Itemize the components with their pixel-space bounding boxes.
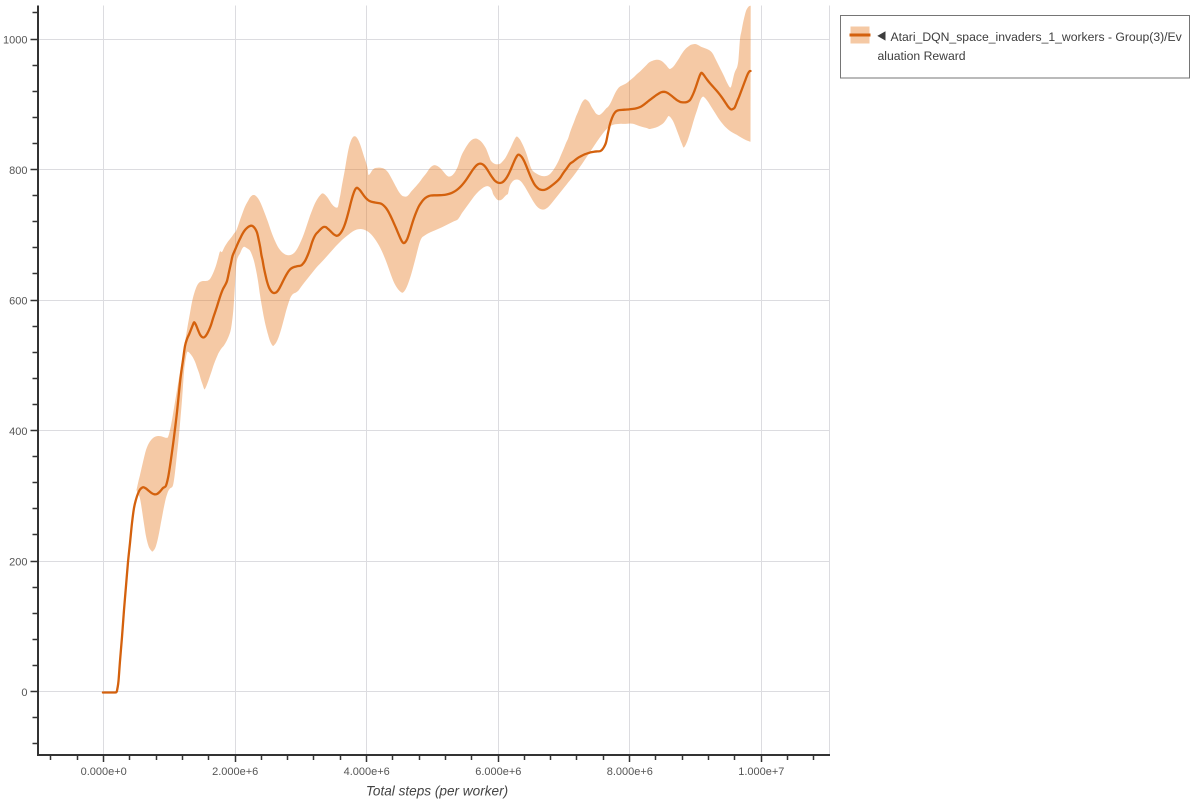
svg-text:Atari_DQN_space_invaders_1_wor: Atari_DQN_space_invaders_1_workers - Gro… bbox=[891, 30, 1183, 44]
svg-text:2.000e+6: 2.000e+6 bbox=[212, 766, 258, 778]
svg-text:8.000e+6: 8.000e+6 bbox=[607, 766, 653, 778]
svg-text:4.000e+6: 4.000e+6 bbox=[344, 766, 390, 778]
svg-text:0: 0 bbox=[21, 687, 27, 699]
svg-text:aluation Reward: aluation Reward bbox=[878, 49, 966, 63]
svg-text:800: 800 bbox=[9, 165, 27, 177]
svg-text:1.000e+7: 1.000e+7 bbox=[738, 766, 784, 778]
svg-text:1000: 1000 bbox=[3, 34, 27, 46]
svg-text:0.000e+0: 0.000e+0 bbox=[81, 766, 127, 778]
svg-text:Total steps (per worker): Total steps (per worker) bbox=[366, 784, 508, 799]
svg-text:400: 400 bbox=[9, 426, 27, 438]
svg-text:6.000e+6: 6.000e+6 bbox=[475, 766, 521, 778]
svg-text:600: 600 bbox=[9, 295, 27, 307]
svg-text:200: 200 bbox=[9, 556, 27, 568]
